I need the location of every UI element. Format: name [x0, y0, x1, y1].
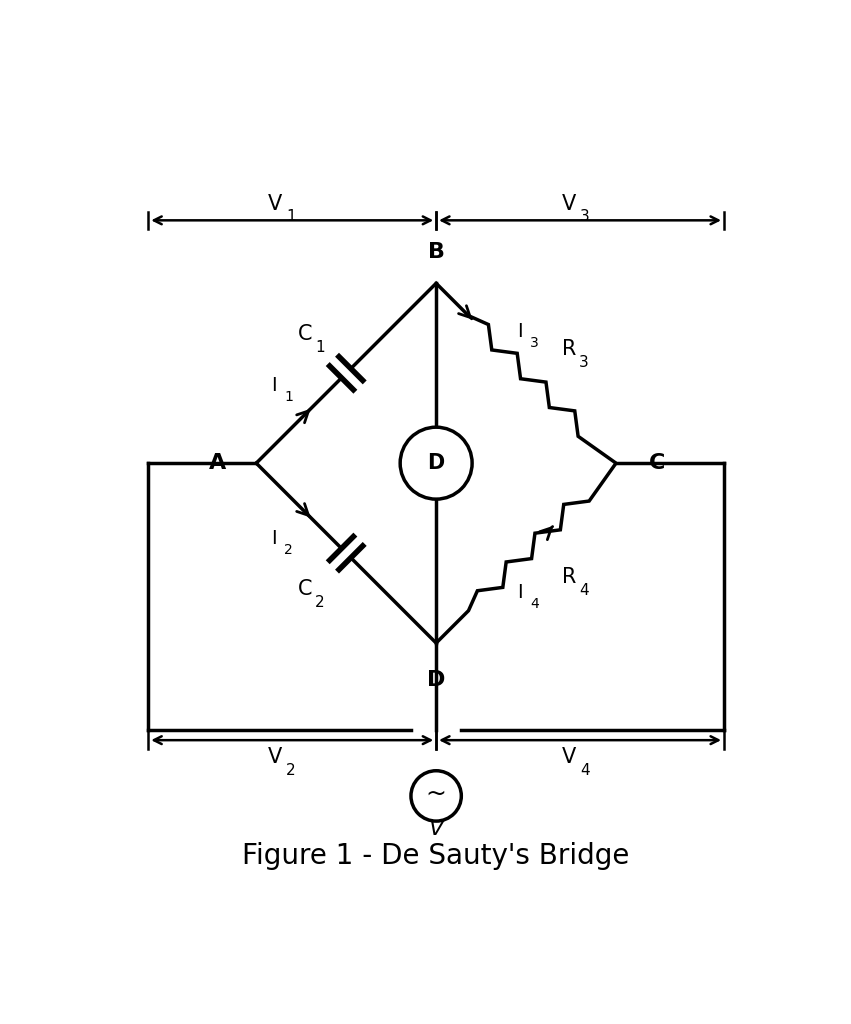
Text: 2: 2 — [315, 595, 324, 609]
Text: 1: 1 — [286, 209, 296, 224]
Text: R: R — [562, 339, 576, 359]
Text: C: C — [298, 325, 312, 344]
Text: V: V — [562, 194, 576, 214]
Circle shape — [400, 427, 472, 499]
Text: R: R — [562, 567, 576, 587]
Text: V: V — [268, 194, 283, 214]
Text: 3: 3 — [579, 355, 589, 370]
Text: 1: 1 — [315, 340, 324, 355]
Text: V: V — [562, 746, 576, 767]
Text: C: C — [649, 454, 665, 473]
Text: ~: ~ — [426, 781, 447, 806]
Text: 4: 4 — [530, 597, 539, 611]
Text: I: I — [517, 583, 523, 601]
Text: 2: 2 — [286, 763, 296, 777]
Text: V: V — [429, 819, 443, 839]
Text: D: D — [427, 454, 445, 473]
Text: A: A — [209, 454, 226, 473]
Text: 2: 2 — [284, 543, 294, 557]
Text: 1: 1 — [284, 390, 294, 404]
Circle shape — [411, 771, 461, 821]
Text: C: C — [298, 579, 312, 599]
Text: D: D — [427, 670, 445, 690]
Text: V: V — [268, 746, 283, 767]
Text: 3: 3 — [530, 336, 539, 350]
Text: 4: 4 — [580, 763, 590, 777]
Text: B: B — [428, 243, 444, 262]
Text: Figure 1 - De Sauty's Bridge: Figure 1 - De Sauty's Bridge — [243, 842, 630, 869]
Text: 4: 4 — [579, 583, 588, 598]
Text: I: I — [517, 322, 523, 341]
Text: I: I — [271, 528, 277, 548]
Text: 3: 3 — [580, 209, 590, 224]
Text: I: I — [271, 376, 277, 394]
